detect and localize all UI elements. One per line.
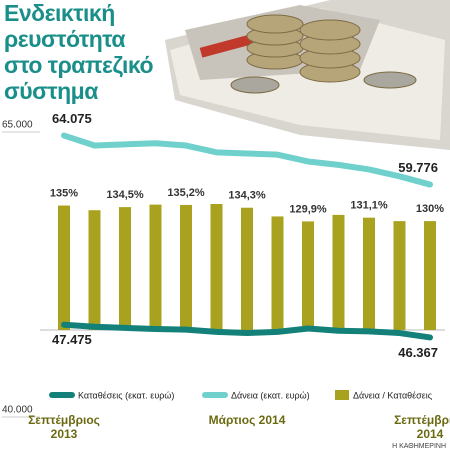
bar — [88, 210, 101, 330]
data-label: 134,3% — [228, 190, 266, 202]
data-label: 64.075 — [52, 111, 92, 126]
data-label: 59.776 — [398, 160, 438, 175]
bar — [210, 204, 223, 330]
x-tick-label: Σεπτέμβριος 2014 — [394, 413, 450, 441]
bar — [424, 221, 436, 330]
data-label: 131,1% — [350, 200, 388, 212]
credit: Η ΚΑΘΗΜΕΡΙΝΗ — [392, 443, 446, 450]
legend-label: Δάνεια / Καταθέσεις — [353, 390, 433, 400]
y-tick-label: 40.000 — [2, 405, 33, 416]
data-label: 135% — [50, 187, 78, 199]
data-label: 46.367 — [398, 345, 438, 360]
data-label: 135,2% — [167, 187, 205, 199]
data-label: 129,9% — [289, 203, 327, 215]
y-tick-label: 65.000 — [2, 120, 33, 131]
line — [61, 321, 433, 341]
x-tick-label: Σεπτέμβριος 2013 — [28, 413, 100, 441]
bar — [363, 217, 375, 330]
legend-label: Καταθέσεις (εκατ. ευρώ) — [78, 390, 174, 400]
data-label: 47.475 — [52, 332, 92, 347]
legend-swatch — [335, 390, 349, 400]
data-label: 134,5% — [106, 189, 144, 201]
bar — [332, 214, 345, 330]
bar — [302, 221, 314, 330]
data-label: 130% — [416, 203, 444, 215]
photo — [165, 0, 450, 150]
bar — [271, 216, 284, 330]
x-tick-label: Μάρτιος 2014 — [208, 413, 286, 427]
chart-title: Ενδεικτική ρευστότητα στο τραπεζικό σύστ… — [4, 0, 154, 104]
bar — [393, 221, 406, 330]
line — [61, 132, 433, 188]
bar — [119, 207, 131, 330]
bar — [241, 207, 253, 330]
bar — [58, 205, 70, 330]
bar — [180, 204, 192, 330]
bar — [149, 204, 162, 330]
legend-label: Δάνεια (εκατ. ευρώ) — [231, 390, 310, 400]
